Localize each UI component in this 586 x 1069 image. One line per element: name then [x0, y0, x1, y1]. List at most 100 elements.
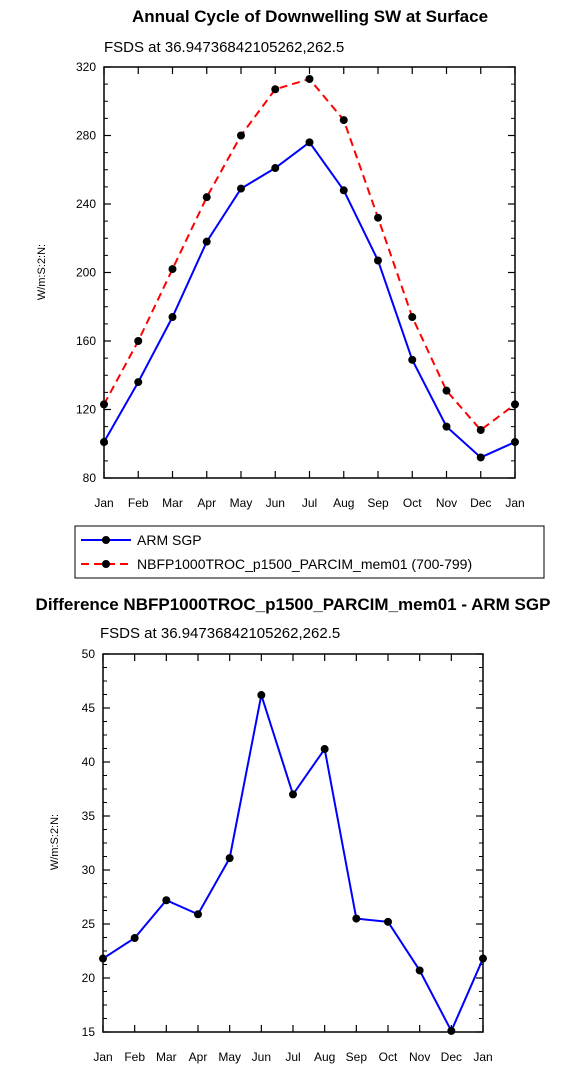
chart2-ytick-label: 50 [82, 647, 96, 661]
chart1-xtick-label: May [230, 496, 253, 510]
chart1-series-layer [100, 74, 519, 462]
chart1-series-1-point [374, 213, 382, 222]
chart1-ytick-label: 240 [76, 197, 96, 211]
chart2-xtick-label: Jul [285, 1050, 300, 1064]
chart1-series-0-point [408, 355, 417, 364]
chart1-series-1-point [202, 193, 211, 202]
chart2-xtick-label: Dec [441, 1050, 462, 1064]
chart2-title: Difference NBFP1000TROC_p1500_PARCIM_mem… [36, 595, 551, 614]
chart1-xtick-label: Jul [302, 496, 317, 510]
chart2-xtick-label: Feb [124, 1050, 145, 1064]
chart1-series-0-point [237, 184, 245, 193]
chart2-ytick-label: 40 [82, 755, 96, 769]
chart2-xtick-label: Jan [473, 1050, 492, 1064]
chart1-series-1-point [476, 426, 485, 435]
chart2-ytick-label: 35 [82, 809, 96, 823]
chart2-series-0-point [225, 854, 234, 863]
chart2-series-0-point [320, 745, 329, 754]
chart2-series-0-point [479, 954, 487, 963]
chart2-axis-ticks: 15 20 25 30 35 40 45 50 Jan Feb Mar Apr May Jun Jul Aug… [82, 647, 493, 1064]
chart2-ytick-label: 45 [82, 701, 96, 715]
chart2-series-line-0 [102, 694, 484, 1034]
chart2-ytick-label: 15 [82, 1025, 96, 1039]
chart1-title: Annual Cycle of Downwelling SW at Surfac… [132, 7, 488, 26]
chart1-subtitle: FSDS at 36.94736842105262,262.5 [104, 39, 344, 56]
chart1-series-1-point [134, 337, 143, 345]
chart1-series-0-point [202, 237, 211, 246]
chart2-xtick-label: Apr [189, 1050, 208, 1064]
chart1-xtick-label: Feb [128, 496, 149, 510]
chart2-xtick-label: Oct [379, 1050, 398, 1064]
chart2-series-0-point [162, 896, 171, 905]
chart1-series-line-1 [103, 77, 516, 432]
chart1-series-0-point [100, 438, 108, 447]
chart1-series-0-point [339, 186, 348, 195]
annual-cycle-chart: Annual Cycle of Downwelling SW at Surfac… [36, 7, 525, 510]
chart1-series-0-point [271, 164, 280, 173]
chart1-xtick-label: Jan [505, 496, 524, 510]
chart2-ytick-label: 25 [82, 917, 96, 931]
chart2-ytick-label: 30 [82, 863, 96, 877]
chart1-series-1-point [100, 400, 108, 409]
chart1-ytick-label: 320 [76, 60, 96, 74]
legend: ARM SGP NBFP1000TROC_p1500_PARCIM_mem01 … [74, 525, 545, 579]
chart1-series-0-point [442, 422, 451, 431]
chart1-axis-ticks: 80 120 160 200 240 280 320 Jan Feb Mar Apr May Jun Ju… [76, 60, 525, 510]
chart1-xtick-label: Sep [367, 496, 389, 510]
chart1-series-0-point [134, 378, 143, 387]
legend-box [74, 525, 545, 579]
chart1-xtick-label: Oct [403, 496, 422, 510]
chart1-series-0-point [305, 138, 314, 147]
chart1-ytick-label: 80 [83, 471, 97, 485]
chart1-series-0-point [476, 453, 485, 462]
chart2-series-0-point [352, 914, 361, 923]
chart2-series-0-point [289, 790, 297, 799]
legend-label-model: NBFP1000TROC_p1500_PARCIM_mem01 (700-799… [137, 556, 472, 572]
chart2-series-0-point [415, 966, 424, 975]
difference-chart: Difference NBFP1000TROC_p1500_PARCIM_mem… [36, 595, 551, 1064]
chart2-series-0-point [447, 1026, 456, 1035]
chart2-series-0-point [130, 934, 139, 943]
chart2-xtick-label: Jan [93, 1050, 112, 1064]
chart1-xtick-label: Jun [266, 496, 285, 510]
chart1-series-1-point [339, 116, 348, 125]
chart1-series-0-point [511, 438, 519, 447]
chart1-series-1-point [511, 400, 519, 409]
chart2-xtick-label: Sep [346, 1050, 368, 1064]
chart2-xtick-label: May [218, 1050, 241, 1064]
chart1-xtick-label: Aug [333, 496, 354, 510]
chart1-series-0-point [168, 313, 177, 322]
chart2-plot-frame [102, 653, 484, 1033]
chart1-series-1-point [408, 313, 417, 322]
chart1-series-1-point [271, 85, 280, 94]
chart1-series-0-point [374, 256, 382, 265]
chart2-xtick-label: Jun [252, 1050, 271, 1064]
chart1-series-1-point [305, 74, 314, 83]
chart1-series-1-point [442, 386, 451, 395]
chart1-plot-frame [103, 66, 516, 479]
chart2-ytick-label: 20 [82, 971, 96, 985]
legend-marker-model [102, 560, 110, 568]
chart1-ytick-label: 160 [76, 334, 96, 348]
chart2-series-0-point [257, 691, 266, 700]
chart1-series-line-0 [103, 140, 516, 459]
chart1-xtick-label: Apr [197, 496, 216, 510]
chart1-xtick-label: Dec [470, 496, 491, 510]
chart2-series-0-point [99, 954, 107, 963]
chart2-series-layer [99, 691, 487, 1035]
chart1-xtick-label: Nov [436, 496, 457, 510]
chart1-xtick-label: Jan [94, 496, 113, 510]
chart2-ylabel: W/m:S:2:N: [49, 814, 61, 870]
chart2-xtick-label: Aug [314, 1050, 335, 1064]
chart2-subtitle: FSDS at 36.94736842105262,262.5 [100, 625, 340, 642]
chart2-xtick-label: Mar [156, 1050, 177, 1064]
chart2-series-0-point [194, 910, 202, 919]
legend-marker-arm-sgp [102, 536, 110, 544]
legend-label-arm-sgp: ARM SGP [137, 532, 202, 548]
chart2-series-0-point [384, 917, 392, 926]
chart1-ytick-label: 280 [76, 129, 96, 143]
chart1-xtick-label: Mar [162, 496, 183, 510]
chart1-ylabel: W/m:S:2:N: [36, 244, 48, 300]
chart1-series-1-point [168, 265, 177, 274]
chart2-xtick-label: Nov [409, 1050, 430, 1064]
